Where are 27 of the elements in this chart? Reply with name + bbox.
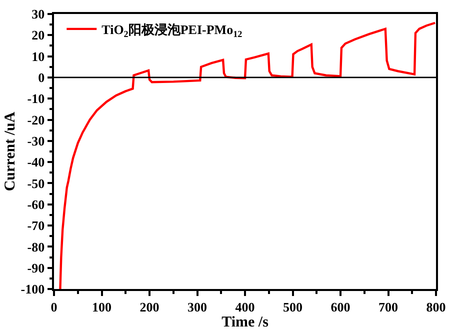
- y-tick-label: -10: [27, 91, 45, 106]
- x-tick-label: 500: [283, 299, 302, 314]
- y-tick-label: -50: [27, 176, 45, 191]
- y-tick-label: -20: [27, 112, 45, 128]
- x-tick-label: 0: [50, 299, 58, 314]
- x-tick-label: 600: [330, 299, 350, 314]
- x-tick-label: 300: [188, 299, 207, 314]
- x-tick-label: 200: [140, 299, 160, 314]
- legend-label: TiO$_{2}$阳极浸泡PEI-PMo$_{12}$: [102, 22, 243, 39]
- y-tick-label: -70: [27, 218, 45, 234]
- y-tick-label: -40: [27, 154, 45, 170]
- x-tick-label: 400: [235, 299, 255, 314]
- y-tick-label: 0: [38, 70, 45, 86]
- y-tick-label: -60: [27, 196, 45, 212]
- y-axis-title: Current /uA: [2, 112, 19, 192]
- y-tick-label: -100: [20, 282, 45, 297]
- y-tick-label: -80: [27, 239, 45, 254]
- y-tick-label: 20: [32, 28, 45, 43]
- x-axis-title: Time /s: [222, 314, 269, 330]
- x-tick-label: 100: [92, 299, 112, 314]
- y-tick-label: 30: [32, 6, 45, 22]
- line-series: [59, 22, 436, 289]
- y-tick-label: -30: [27, 133, 45, 148]
- x-tick-label: 700: [378, 299, 398, 314]
- y-tick-label: -90: [27, 260, 45, 276]
- y-tick-label: 10: [32, 48, 45, 64]
- x-tick-label: 800: [426, 299, 446, 314]
